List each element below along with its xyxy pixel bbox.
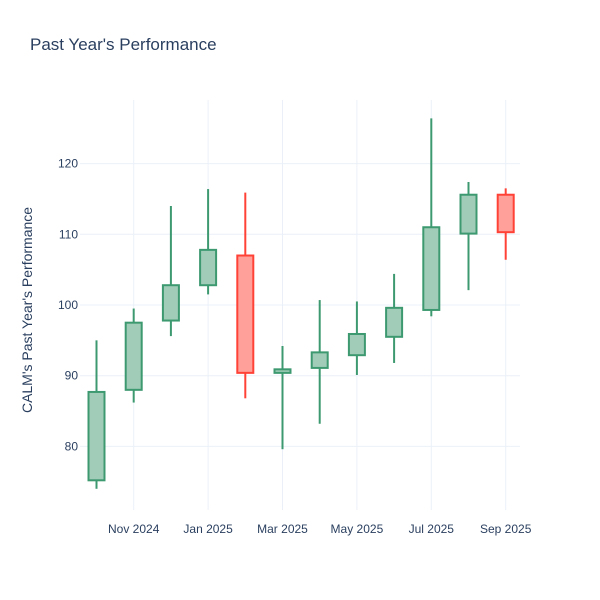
candle	[273, 346, 292, 450]
candles	[87, 118, 515, 489]
candle	[124, 308, 143, 403]
y-tick-label: 110	[59, 227, 78, 241]
x-tick-label: May 2025	[331, 522, 384, 536]
y-tick-label: 80	[65, 439, 79, 453]
candle	[87, 340, 106, 489]
candle	[236, 192, 255, 399]
x-axis-ticks: Nov 2024 Jan 2025 Mar 2025 May 2025 Jul 2025…	[108, 522, 532, 536]
gridlines	[80, 100, 520, 510]
candle	[385, 273, 404, 363]
x-tick-label: Jul 2025	[409, 522, 455, 536]
candle-body	[347, 332, 366, 357]
candle	[422, 118, 441, 317]
chart-title: Past Year's Performance	[30, 35, 217, 54]
candle-body	[87, 390, 106, 482]
x-tick-label: Nov 2024	[108, 522, 160, 536]
candle-body	[422, 226, 441, 311]
candle-body	[161, 284, 180, 322]
x-tick-label: Sep 2025	[480, 522, 532, 536]
y-axis-label: CALM's Past Year's Performance	[19, 207, 35, 413]
candle	[310, 300, 329, 424]
candle-body	[236, 254, 255, 374]
candle-body	[124, 321, 143, 391]
candle-body	[310, 351, 329, 369]
y-axis-ticks: 80 90 100 110 120	[58, 157, 78, 454]
y-tick-label: 120	[58, 157, 78, 171]
candle	[199, 189, 218, 295]
y-tick-label: 100	[58, 298, 78, 312]
candle	[459, 182, 478, 291]
candle-body	[496, 193, 515, 234]
candle-body	[385, 306, 404, 338]
candle	[347, 301, 366, 375]
candle-body	[199, 248, 218, 287]
candle-body	[273, 368, 292, 374]
candle-body	[459, 193, 478, 235]
y-tick-label: 90	[65, 369, 79, 383]
candle	[496, 188, 515, 260]
candle	[161, 206, 180, 337]
x-tick-label: Mar 2025	[257, 522, 308, 536]
x-tick-label: Jan 2025	[183, 522, 233, 536]
